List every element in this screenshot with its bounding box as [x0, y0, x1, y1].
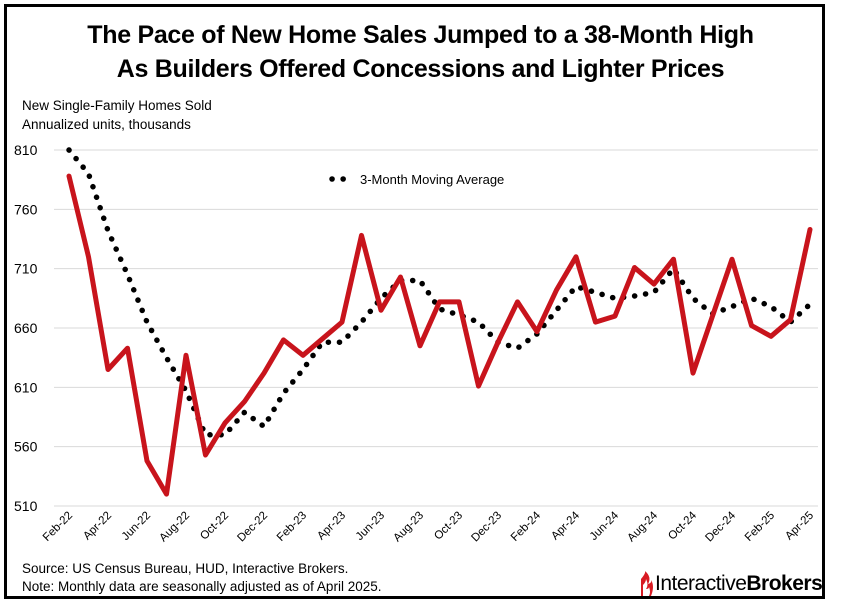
x-tick-label-Oct-24: Oct-24 [666, 509, 699, 542]
title-line-2: As Builders Offered Concessions and Ligh… [116, 55, 725, 83]
x-tick-label-Apr-22: Apr-22 [81, 510, 114, 543]
x-tick-label-Jun-24: Jun-24 [588, 509, 622, 543]
data-note: Note: Monthly data are seasonally adjust… [22, 579, 382, 594]
y-tick-label-510: 510 [14, 498, 38, 514]
interactive-brokers-logo: InteractiveBrokers [637, 571, 823, 597]
brokers-flame-icon [641, 571, 653, 596]
y-axis-label-line-1: New Single-Family Homes Sold [22, 98, 212, 113]
y-tick-label-560: 560 [14, 439, 38, 455]
logo-text-brokers: Brokers [746, 572, 823, 595]
y-axis-ticks: 810 760 710 660 610 560 510 [14, 142, 38, 514]
moving-average-line [66, 147, 813, 438]
title-line-1: The Pace of New Home Sales Jumped to a 3… [87, 21, 754, 49]
moving-average-series [66, 147, 813, 438]
chart-frame [4, 4, 825, 599]
x-tick-label-Aug-22: Aug-22 [157, 510, 192, 545]
legend-label-moving-average: 3-Month Moving Average [360, 172, 504, 187]
source-note: Source: US Census Bureau, HUD, Interacti… [22, 561, 349, 576]
x-tick-label-Dec-23: Dec-23 [469, 510, 504, 545]
y-tick-label-660: 660 [14, 320, 38, 336]
x-axis-ticks: Feb-22 Apr-22 Jun-22 Aug-22 Oct-22 Dec-22 Feb-… [41, 509, 816, 544]
logo-text: InteractiveBrokers [655, 572, 823, 596]
x-tick-label-Apr-25: Apr-25 [783, 510, 816, 543]
x-tick-label-Jun-22: Jun-22 [120, 510, 153, 543]
y-tick-label-760: 760 [14, 201, 38, 217]
sales-series [66, 173, 813, 497]
x-tick-label-Apr-23: Apr-23 [315, 510, 348, 543]
x-tick-label-Apr-24: Apr-24 [549, 509, 582, 542]
x-tick-label-Aug-24: Aug-24 [625, 509, 660, 544]
y-axis-label-line-2: Annualized units, thousands [22, 117, 191, 132]
x-tick-label-Feb-23: Feb-23 [275, 510, 309, 544]
x-tick-label-Dec-24: Dec-24 [703, 509, 738, 544]
logo-text-interactive: Interactive [655, 572, 747, 595]
y-tick-label-810: 810 [14, 142, 38, 158]
chart-title: The Pace of New Home Sales Jumped to a 3… [0, 18, 841, 86]
x-tick-label-Feb-24: Feb-24 [509, 509, 544, 544]
x-tick-label-Oct-22: Oct-22 [198, 510, 231, 543]
x-tick-label-Dec-22: Dec-22 [235, 510, 270, 545]
x-tick-label-Aug-23: Aug-23 [391, 510, 426, 545]
legend: 3-Month Moving Average [329, 172, 504, 187]
x-tick-label-Oct-23: Oct-23 [432, 510, 465, 543]
sales-line [66, 173, 813, 497]
x-tick-label-Feb-22: Feb-22 [41, 510, 75, 544]
gridlines [54, 149, 818, 507]
y-tick-label-710: 710 [14, 261, 38, 277]
y-tick-label-610: 610 [14, 379, 38, 395]
x-tick-label-Jun-23: Jun-23 [354, 510, 387, 543]
x-tick-label-Feb-25: Feb-25 [743, 510, 777, 544]
